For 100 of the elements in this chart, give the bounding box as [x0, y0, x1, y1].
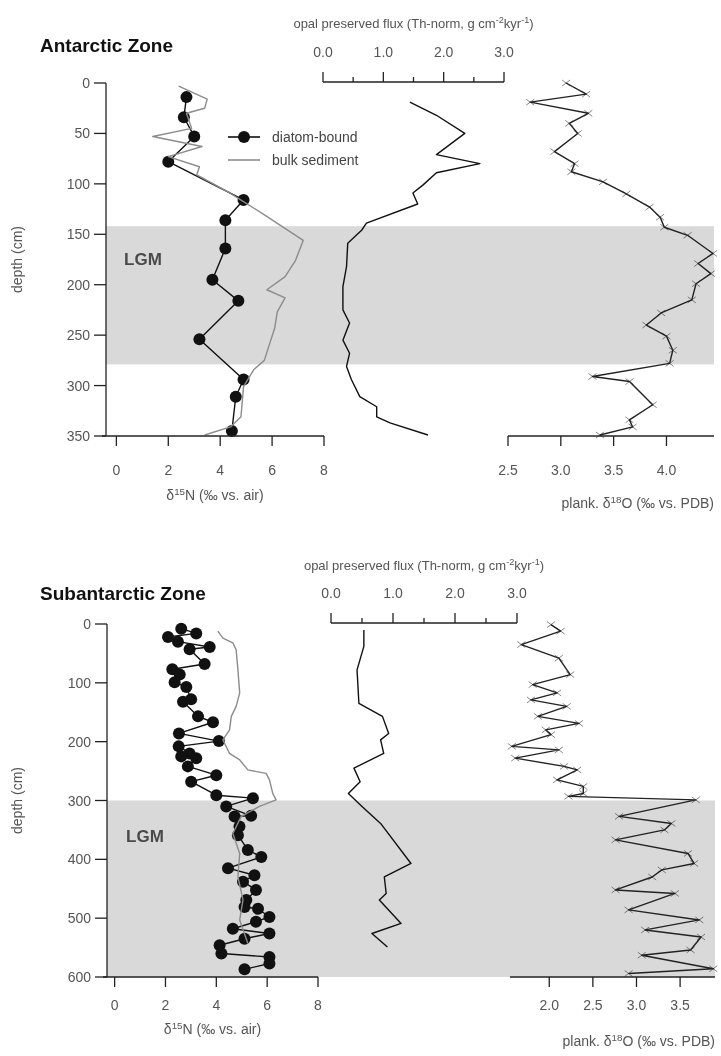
y-tick-label: 350: [66, 428, 91, 444]
x-tick-label: 2: [164, 462, 173, 478]
y-tick-label: 600: [67, 969, 92, 985]
point: [180, 91, 193, 104]
x-tick-label: 0.0: [321, 585, 341, 601]
y-tick-label: 0: [82, 75, 91, 91]
x-tick-label: 0: [112, 462, 121, 478]
y-tick-label: 300: [67, 792, 92, 809]
point: [183, 643, 196, 656]
x-tick-label: 6: [263, 997, 272, 1013]
x-tick-label: 4.0: [656, 462, 677, 478]
x-axis-title: δ$^{15}$N (‰ vs. air): [163, 1019, 262, 1037]
x-axis-title: plank. δ$^{18}$O (‰ vs. PDB): [562, 1031, 715, 1049]
point: [203, 640, 216, 653]
point: [181, 760, 194, 773]
chart-title: Antarctic Zone: [40, 35, 174, 56]
point: [220, 800, 233, 813]
y-tick-label: 500: [67, 910, 92, 927]
point: [249, 883, 262, 896]
point: [219, 214, 232, 227]
point: [175, 622, 188, 635]
x-axis-title: δ$^{15}$N (‰ vs. air): [166, 485, 264, 503]
x-axis-title: plank. δ$^{18}$O (‰ vs. PDB): [561, 493, 714, 511]
x-tick-label: 2.0: [433, 44, 454, 60]
point: [210, 769, 223, 782]
point: [190, 752, 203, 765]
x-axis-title: opal preserved flux (Th-norm, g cm$^{-2}$kyr$^{-1}$): [303, 557, 545, 573]
x-tick-label: 2: [161, 997, 170, 1013]
point: [172, 727, 185, 740]
point: [207, 716, 220, 729]
x-tick-label: 3.5: [670, 997, 691, 1013]
x-tick-label: 2.0: [445, 585, 465, 601]
chart-title: Subantarctic Zone: [40, 583, 206, 604]
point: [175, 750, 188, 763]
y-tick-label: 100: [67, 674, 92, 691]
y-tick-label: 200: [67, 733, 92, 750]
y-tick-label: 250: [66, 327, 91, 344]
x-tick-label: 2.5: [583, 997, 603, 1013]
point: [228, 810, 241, 823]
x-tick-label: 0.0: [313, 44, 333, 60]
point: [172, 740, 185, 753]
y-tick-label: 400: [67, 851, 92, 868]
point: [212, 735, 225, 748]
x-tick-label: 4: [212, 997, 221, 1013]
y-tick-label: 100: [66, 175, 91, 192]
x-tick-label: 3.0: [551, 462, 571, 478]
x-tick-label: 2.5: [498, 462, 518, 478]
x-tick-label: 3.5: [603, 462, 624, 478]
point: [162, 630, 175, 643]
x-tick-label: 4: [216, 462, 225, 478]
point: [263, 927, 276, 940]
x-tick-label: 3.0: [626, 997, 647, 1013]
point: [249, 915, 262, 928]
point: [263, 910, 276, 923]
y-tick-label: 150: [66, 226, 91, 243]
x-axis-title: opal preserved flux (Th-norm, g cm$^{-2}$kyr$^{-1}$): [293, 15, 534, 31]
point: [232, 294, 245, 307]
point: [252, 902, 265, 915]
x-tick-label: 2.0: [539, 997, 560, 1013]
point: [215, 947, 228, 960]
x-tick-label: 1.0: [383, 585, 403, 601]
band-label: LGM: [126, 827, 164, 846]
point: [162, 155, 175, 168]
point: [206, 273, 219, 286]
x-tick-label: 8: [314, 997, 323, 1013]
x-tick-label: 8: [320, 462, 329, 478]
point: [255, 850, 268, 863]
point: [226, 922, 239, 935]
y-tick-label: 300: [66, 377, 91, 394]
x-tick-label: 6: [268, 462, 277, 478]
point: [188, 130, 201, 143]
point: [246, 792, 259, 805]
x-tick-label: 3.0: [494, 44, 514, 60]
point: [210, 789, 223, 802]
point: [241, 843, 254, 856]
x-tick-label: 0: [110, 997, 119, 1013]
legend-label: bulk sediment: [272, 152, 359, 168]
point: [192, 710, 205, 723]
y-axis-title: depth (cm): [9, 226, 25, 293]
legend-label: diatom-bound: [272, 129, 358, 145]
point: [219, 242, 232, 255]
point: [180, 680, 193, 693]
point: [190, 627, 203, 640]
x-tick-label: 1.0: [373, 44, 394, 60]
point: [168, 676, 181, 689]
point: [248, 869, 261, 882]
band-label: LGM: [124, 250, 162, 269]
point: [222, 862, 235, 875]
point: [238, 963, 251, 976]
x-tick-label: 3.0: [507, 585, 527, 601]
y-axis-title: depth (cm): [9, 767, 25, 834]
point: [185, 775, 198, 788]
point: [198, 658, 211, 671]
y-tick-label: 0: [83, 616, 92, 632]
point: [177, 695, 190, 708]
y-tick-label: 50: [74, 125, 91, 142]
point: [171, 635, 184, 648]
point: [229, 390, 242, 403]
y-tick-label: 200: [66, 276, 91, 293]
point: [193, 333, 206, 346]
